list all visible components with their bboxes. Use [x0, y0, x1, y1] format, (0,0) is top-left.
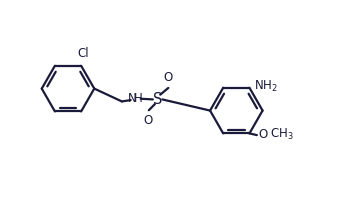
Text: NH$_2$: NH$_2$ — [254, 78, 278, 94]
Text: CH$_3$: CH$_3$ — [270, 127, 293, 142]
Text: O: O — [144, 114, 153, 127]
Text: N: N — [128, 92, 137, 105]
Text: Cl: Cl — [77, 47, 89, 60]
Text: O: O — [258, 128, 267, 141]
Text: O: O — [164, 71, 173, 84]
Text: S: S — [153, 92, 162, 107]
Text: H: H — [134, 92, 142, 105]
